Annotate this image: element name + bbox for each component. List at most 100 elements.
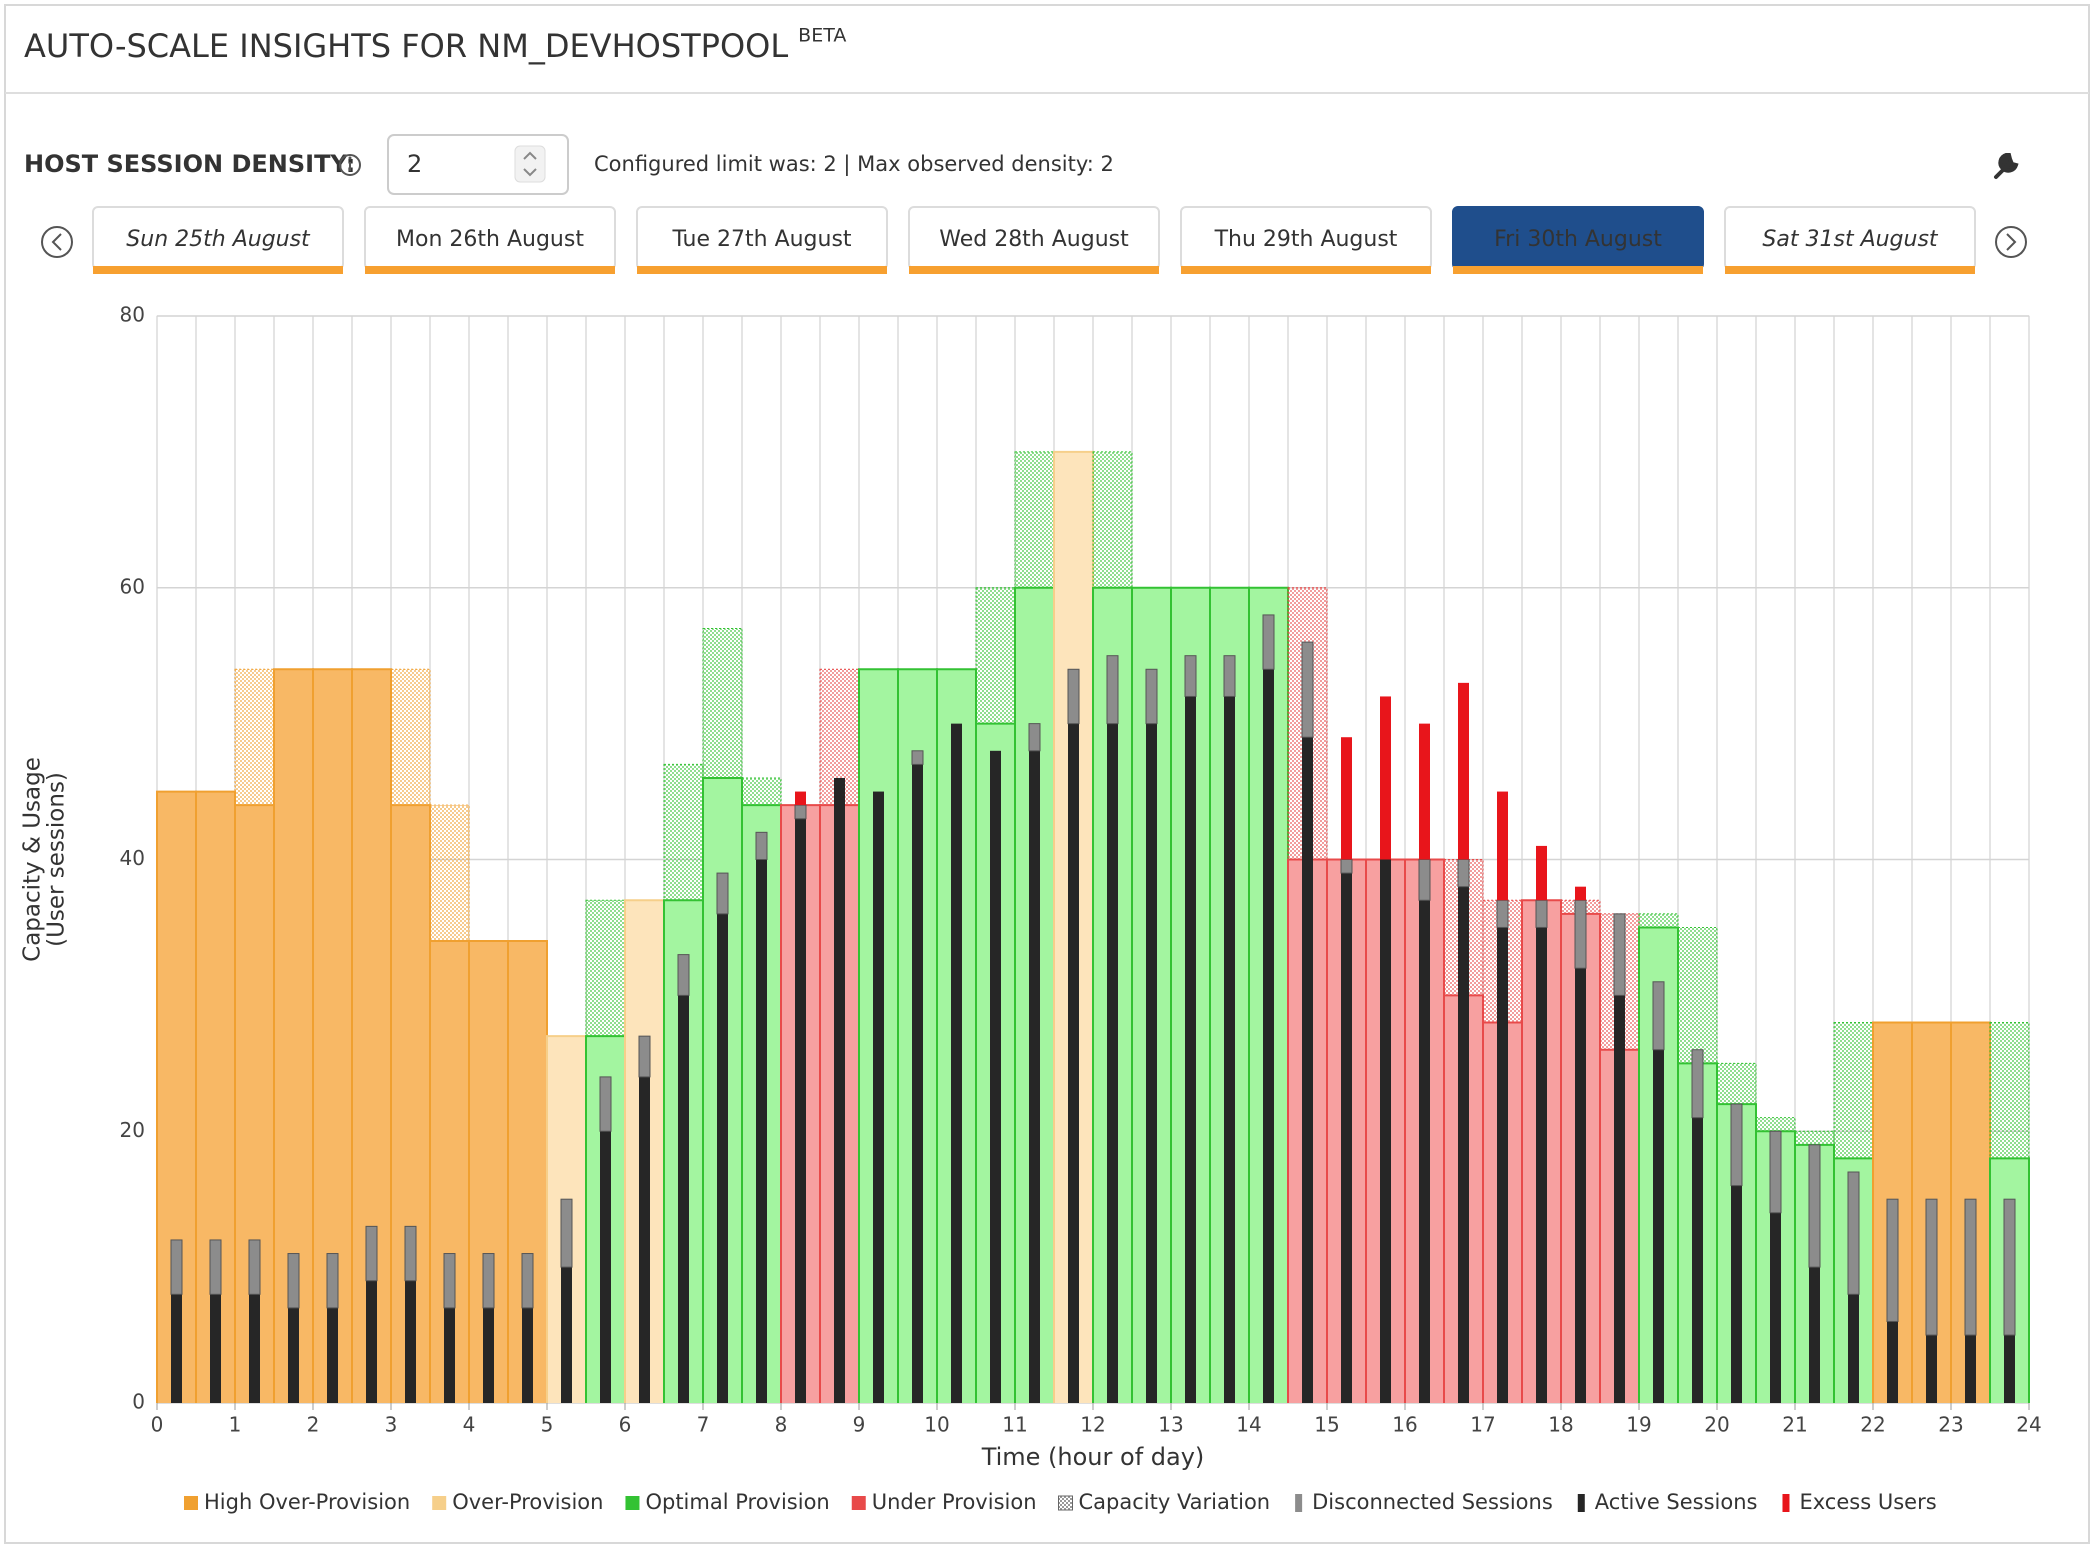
x-tick-label: 10 <box>924 1413 949 1437</box>
legend-label[interactable]: Active Sessions <box>1595 1490 1758 1514</box>
x-tick-label: 13 <box>1158 1413 1183 1437</box>
settings-wrench[interactable] <box>1994 153 2019 179</box>
session-bar <box>327 1307 338 1403</box>
y-axis-title: (User sessions) <box>44 772 70 947</box>
session-bar <box>1848 1294 1859 1403</box>
x-tick-label: 20 <box>1704 1413 1729 1437</box>
session-bar <box>1652 981 1665 1051</box>
day-label: Sat 31st August <box>1762 227 1939 252</box>
session-bar <box>756 859 767 1403</box>
x-tick-label: 5 <box>541 1413 554 1437</box>
session-bar <box>1457 859 1470 888</box>
session-bar <box>1497 927 1508 1403</box>
day-strip <box>1181 266 1431 274</box>
capacity-variation <box>585 899 626 1037</box>
x-tick-label: 23 <box>1938 1413 1963 1437</box>
capacity-variation <box>741 777 782 806</box>
x-tick-label: 14 <box>1236 1413 1261 1437</box>
prev-arrow[interactable] <box>41 226 73 258</box>
session-bar <box>2004 1335 2015 1403</box>
session-bar <box>1613 913 1626 996</box>
capacity-variation <box>1794 1130 1835 1146</box>
day-label: Fri 30th August <box>1494 227 1662 252</box>
session-bar <box>288 1307 299 1403</box>
session-bar <box>405 1280 416 1403</box>
capacity-variation <box>234 668 275 806</box>
next-arrow[interactable] <box>1995 226 2027 258</box>
session-bar <box>1419 723 1430 860</box>
capacity-variation <box>429 804 470 942</box>
session-bar <box>1106 655 1119 725</box>
legend-label[interactable]: Optimal Provision <box>645 1490 829 1514</box>
session-bar <box>1926 1335 1937 1403</box>
y-tick-label: 80 <box>120 303 145 327</box>
legend-label[interactable]: Disconnected Sessions <box>1312 1490 1553 1514</box>
capacity-variation <box>702 628 743 779</box>
density-value: 2 <box>407 150 422 178</box>
session-bar <box>404 1225 417 1282</box>
session-bar <box>1847 1171 1860 1295</box>
session-bar <box>521 1253 534 1309</box>
x-tick-label: 7 <box>697 1413 710 1437</box>
title: AUTO-SCALE INSIGHTS FOR NM_DEVHOSTPOOL <box>24 27 788 65</box>
x-tick-label: 17 <box>1470 1413 1495 1437</box>
day-strip <box>1725 266 1975 274</box>
x-tick-label: 6 <box>619 1413 632 1437</box>
session-bar <box>483 1307 494 1403</box>
legend-swatch <box>625 1496 640 1510</box>
legend-swatch <box>1577 1494 1585 1512</box>
capacity-edge <box>1989 1157 2030 1403</box>
session-bar <box>482 1253 495 1309</box>
y-tick-label: 0 <box>132 1390 145 1414</box>
session-bar <box>1341 873 1352 1403</box>
spinner-arrows <box>523 151 537 177</box>
session-bar <box>795 818 806 1403</box>
day-label: Tue 27th August <box>671 227 851 252</box>
capacity-variation <box>1638 913 1679 928</box>
capacity-variation <box>975 587 1016 725</box>
session-bar <box>834 777 845 1403</box>
capacity-variation <box>1989 1022 2030 1159</box>
session-bar <box>795 791 806 806</box>
info-icon[interactable] <box>339 154 361 176</box>
session-bar <box>1574 899 1587 969</box>
session-bar <box>366 1280 377 1403</box>
capacity-variation <box>1833 1022 1874 1159</box>
x-tick-label: 3 <box>385 1413 398 1437</box>
session-bar <box>1223 655 1236 697</box>
legend-label[interactable]: Under Provision <box>872 1490 1037 1514</box>
x-tick-label: 16 <box>1392 1413 1417 1437</box>
legend-swatch <box>184 1496 198 1510</box>
session-bar <box>794 804 807 820</box>
session-bar <box>1224 696 1235 1403</box>
legend-swatch <box>1782 1494 1790 1512</box>
legend-label[interactable]: Over-Provision <box>452 1490 603 1514</box>
capacity-variation <box>1092 451 1133 589</box>
day-label: Sun 25th August <box>126 227 311 252</box>
session-bar <box>171 1294 182 1403</box>
legend-label[interactable]: Capacity Variation <box>1079 1490 1271 1514</box>
beta-badge: BETA <box>798 25 846 47</box>
session-bar <box>444 1307 455 1403</box>
session-bar <box>1380 696 1391 860</box>
session-bar <box>1302 737 1313 1403</box>
session-bar <box>1029 750 1040 1403</box>
session-bar <box>873 791 884 1403</box>
session-bar <box>1964 1198 1977 1336</box>
x-tick-label: 19 <box>1626 1413 1651 1437</box>
session-bar <box>1496 899 1509 928</box>
y-tick-label: 60 <box>120 574 145 598</box>
legend-label[interactable]: Excess Users <box>1799 1490 1936 1514</box>
capacity-variation <box>1716 1062 1757 1105</box>
session-bar <box>1458 886 1469 1403</box>
capacity-variation <box>1014 451 1055 589</box>
session-bar <box>1809 1267 1820 1403</box>
session-bar <box>951 723 962 1403</box>
session-bar <box>522 1307 533 1403</box>
x-tick-label: 22 <box>1860 1413 1885 1437</box>
session-bar <box>1925 1198 1938 1336</box>
legend-label[interactable]: High Over-Provision <box>204 1490 410 1514</box>
session-bar <box>1380 859 1391 1403</box>
session-bar <box>1886 1198 1899 1322</box>
spinner[interactable] <box>514 145 546 183</box>
